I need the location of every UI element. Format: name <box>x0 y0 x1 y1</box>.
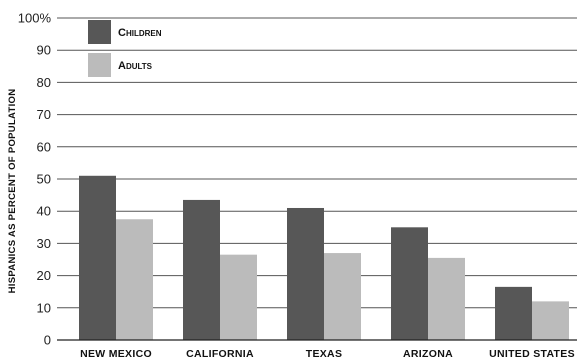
bar-adults-united-states <box>532 301 569 340</box>
bar-adults-new-mexico <box>116 219 153 340</box>
y-tick-label: 50 <box>37 172 51 187</box>
y-tick-label: 30 <box>37 236 51 251</box>
legend-swatch-adults <box>88 53 111 77</box>
x-category-label: TEXAS <box>306 348 343 360</box>
y-tick-label: 90 <box>37 43 51 58</box>
y-tick-label: 0 <box>44 333 51 348</box>
y-tick-label: 70 <box>37 107 51 122</box>
x-category-label: ARIZONA <box>403 348 453 360</box>
bar-adults-texas <box>324 253 361 340</box>
bar-adults-california <box>220 254 257 340</box>
y-tick-label: 40 <box>37 204 51 219</box>
legend-swatch-children <box>88 20 111 44</box>
y-tick-label: 80 <box>37 75 51 90</box>
legend: Children Adults <box>88 20 162 77</box>
bar-adults-arizona <box>428 257 465 340</box>
bar-children-california <box>183 199 220 340</box>
y-tick-label: 10 <box>37 300 51 315</box>
bar-children-arizona <box>391 227 428 340</box>
x-category-label: CALIFORNIA <box>186 348 254 360</box>
x-category-label: NEW MEXICO <box>80 348 152 360</box>
y-tick-label: 20 <box>37 268 51 283</box>
y-axis-title: HISPANICS AS PERCENT OF POPULATION <box>7 89 18 294</box>
bar-children-texas <box>287 207 324 340</box>
axes: 0 10 20 30 40 50 60 70 80 90 100% NEW MEXICO CALIFOR… <box>7 11 577 360</box>
y-tick-label: 60 <box>37 139 51 154</box>
y-tick-label: 100% <box>18 11 52 26</box>
bar-children-united-states <box>495 286 532 340</box>
bar-children-new-mexico <box>79 175 116 340</box>
x-category-label: UNITED STATES <box>489 348 575 360</box>
legend-label-adults: Adults <box>118 60 153 72</box>
bars <box>79 175 569 340</box>
legend-label-children: Children <box>118 27 162 39</box>
